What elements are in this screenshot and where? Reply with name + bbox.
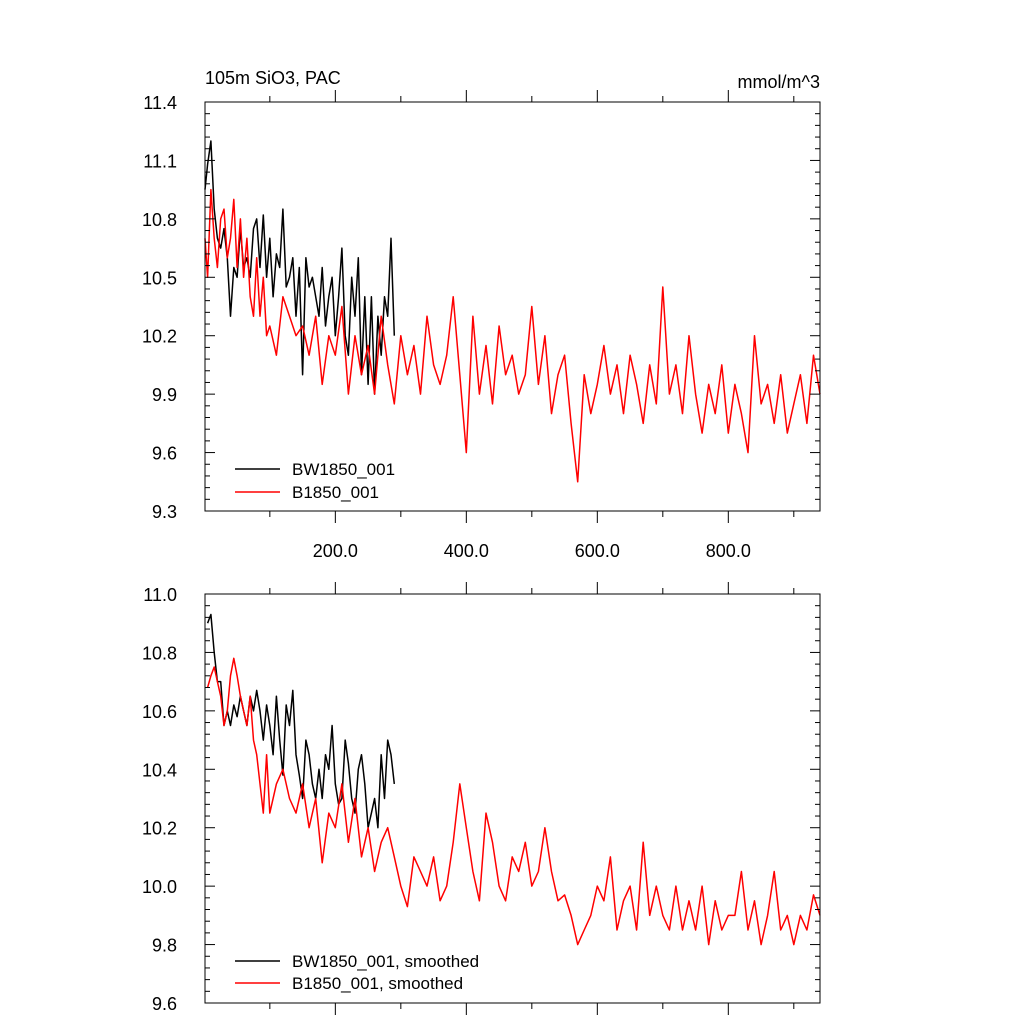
panel1-ytick-label: 9.3 [152,502,177,522]
panel2-frame [204,593,821,1004]
panel2-ytick-label: 10.8 [142,643,177,663]
panel1-units: mmol/m^3 [738,72,820,92]
panel1-ytick-label: 11.1 [143,151,177,171]
panel2-series-layer [206,613,821,946]
panel2-ytick-label: 9.6 [152,994,177,1014]
panel1-series-line-1 [204,188,821,483]
panel1-ytick-label: 10.2 [142,327,177,347]
panel1-legend-label-1: B1850_001 [292,483,379,502]
panel1-ytick-label: 10.8 [142,210,177,230]
panel2-ytick-label: 10.4 [142,760,177,780]
panel2-legend-label-1: B1850_001, smoothed [292,974,463,993]
panel-top: 105m SiO3, PAC mmol/m^3 9.3 9.6 9.9 10.2 10.… [142,68,821,561]
panel2-ytick-label: 9.8 [152,936,177,956]
panel2-ytick-label: 10.0 [142,877,177,897]
panel1-series-line-0 [204,140,396,395]
panel2-axis-layer: 9.6 9.8 10.0 10.2 10.4 10.6 10.8 11.0 [142,582,820,1015]
panel1-xtick-label: 600.0 [575,541,620,561]
panel1-ytick-label: 11.4 [143,93,177,113]
panel1-xtick-label: 200.0 [313,541,358,561]
panel1-legend: BW1850_001 B1850_001 [235,460,395,502]
panel1-frame [204,101,821,512]
panel2-legend: BW1850_001, smoothed B1850_001, smoothed [235,952,479,993]
panel2-ytick-label: 11.0 [143,585,177,605]
panel1-ytick-label: 9.6 [152,444,177,464]
panel2-ytick-label: 10.2 [142,819,177,839]
panel1-xtick-label: 800.0 [706,541,751,561]
panel1-ytick-label: 9.9 [152,385,177,405]
panel1-axis-layer: 9.3 9.6 9.9 10.2 10.5 10.8 11.1 11.4 200.0 400.0 6… [142,90,820,561]
panel1-legend-label-0: BW1850_001 [292,460,395,479]
panel2-legend-label-0: BW1850_001, smoothed [292,952,479,971]
panel2-ytick-label: 10.6 [142,702,177,722]
panel1-ytick-label: 10.5 [142,268,177,288]
panel2-series-line-0 [206,613,396,829]
panel1-series-layer [204,140,821,483]
panel-bottom: 9.6 9.8 10.0 10.2 10.4 10.6 10.8 11.0 BW1850_00… [142,582,821,1015]
panel2-series-line-1 [206,657,821,946]
panel1-xtick-label: 400.0 [444,541,489,561]
panel1-title: 105m SiO3, PAC [205,68,341,88]
